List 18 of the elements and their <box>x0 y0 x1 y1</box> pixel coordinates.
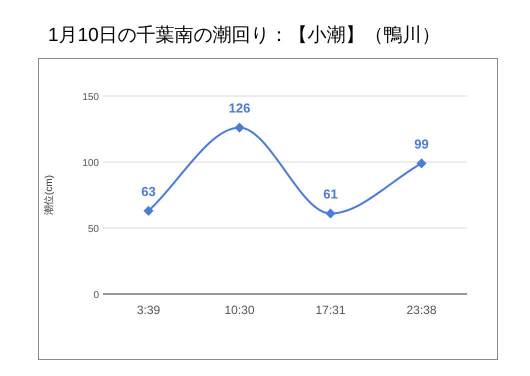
y-tick-label: 50 <box>88 224 100 235</box>
data-label: 126 <box>228 100 250 116</box>
x-tick-label: 3:39 <box>136 303 160 317</box>
data-label: 63 <box>141 184 156 199</box>
point <box>144 206 154 216</box>
y-tick-label: 150 <box>82 92 100 103</box>
x-tick-label: 10:30 <box>224 303 255 317</box>
data-label: 99 <box>414 136 429 152</box>
chart-title: 1月10日の千葉南の潮回り：【小潮】（鴨川） <box>48 25 441 46</box>
y-tick-label: 0 <box>93 290 100 301</box>
y-axis-title: 潮位(cm) <box>43 175 55 215</box>
x-tick-label: 23:38 <box>406 303 437 317</box>
point <box>326 208 336 218</box>
point <box>416 158 426 168</box>
data-label: 61 <box>323 186 338 202</box>
y-tick-label: 100 <box>82 158 100 169</box>
point <box>234 122 244 133</box>
x-tick-label: 17:31 <box>315 303 346 317</box>
